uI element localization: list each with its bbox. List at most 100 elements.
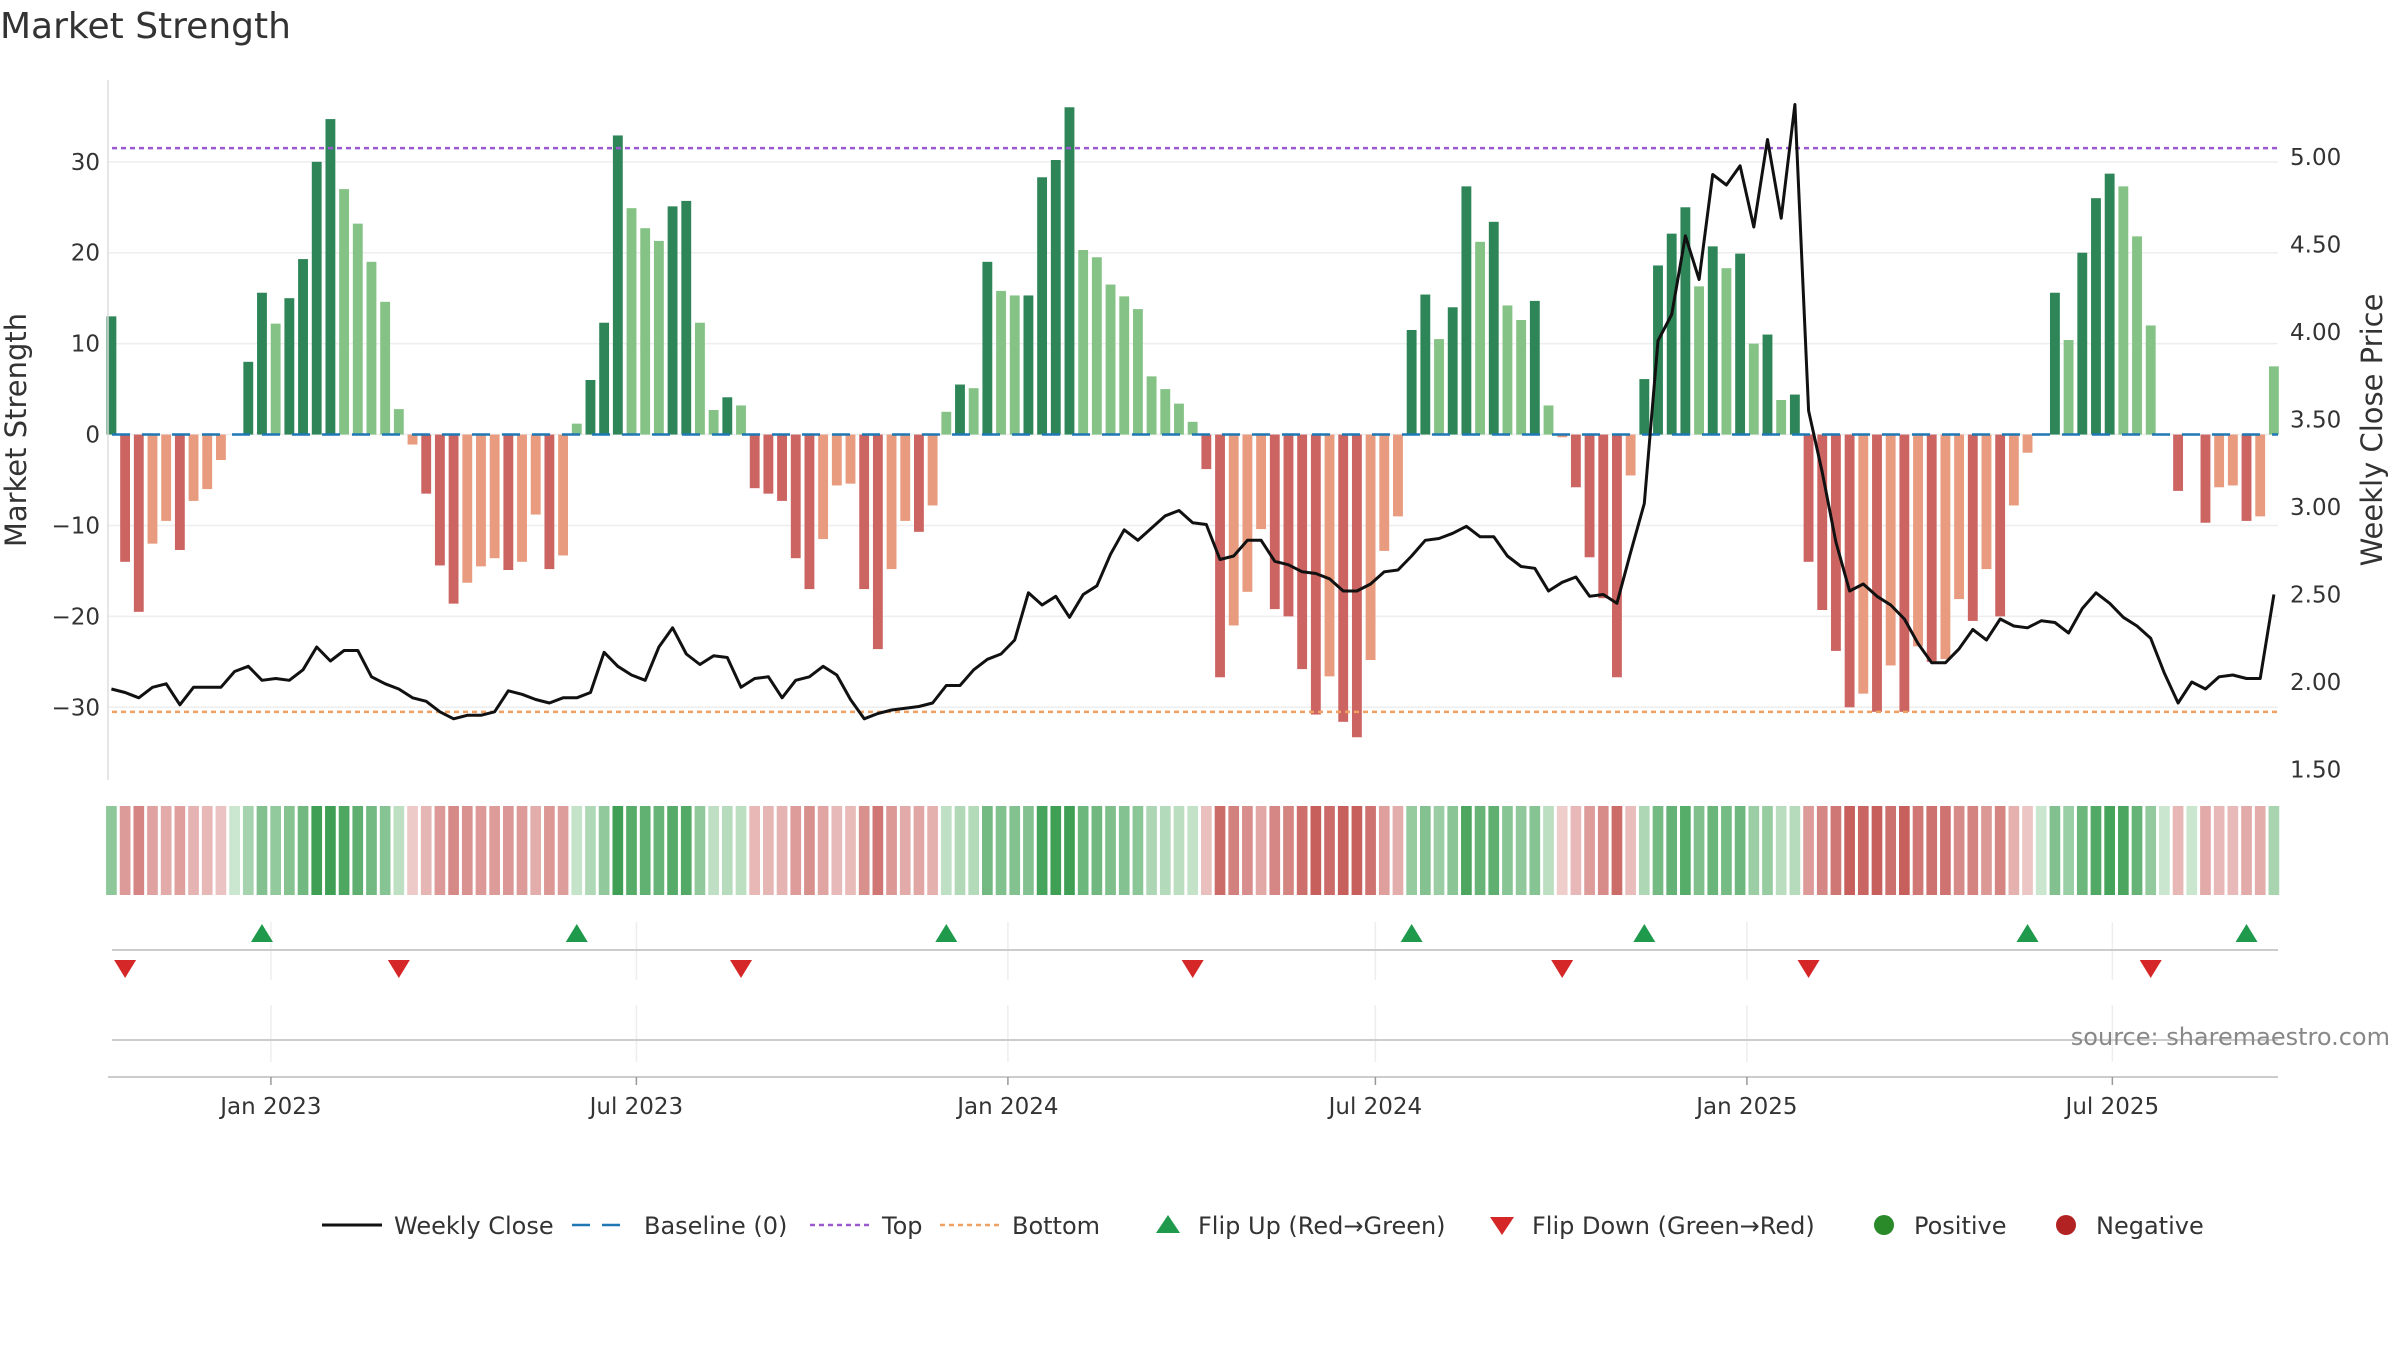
heat-cell [790, 806, 802, 895]
flip-down-marker [1181, 960, 1204, 978]
strength-bar [941, 411, 952, 435]
heat-cell [2008, 806, 2020, 895]
heat-cell [1228, 806, 1240, 895]
strength-bar [790, 434, 801, 559]
heat-cell [229, 806, 240, 895]
x-tick-label: Jul 2024 [1327, 1094, 1423, 1120]
strength-bar [1625, 434, 1636, 476]
heat-cell [680, 806, 692, 895]
strength-bar [1037, 177, 1048, 435]
heat-cell [1967, 806, 1979, 895]
strength-bar [708, 410, 719, 435]
legend-swatch [1490, 1217, 1514, 1235]
x-tick-label: Jan 2023 [218, 1094, 321, 1120]
strength-bar [1557, 434, 1568, 438]
y-tick-label: −10 [51, 513, 100, 539]
heat-cell [2049, 806, 2061, 895]
heat-cell [612, 806, 624, 895]
heat-cell [1214, 806, 1226, 895]
legend-label: Positive [1914, 1212, 2007, 1240]
heat-cell [2268, 806, 2280, 895]
strength-bar [1461, 186, 1472, 435]
strength-bar [804, 434, 815, 590]
heat-cell [1953, 806, 1965, 895]
heat-cell [284, 806, 295, 895]
strength-bar [914, 434, 924, 532]
legend-label: Negative [2096, 1212, 2204, 1240]
heat-cell [174, 806, 186, 895]
strength-bar [1475, 241, 1486, 435]
strength-bar [1338, 434, 1349, 722]
strength-bar [1899, 434, 1910, 712]
strength-bar [1105, 284, 1116, 435]
strength-bar [215, 434, 226, 460]
heat-cell [420, 806, 432, 895]
flip-markers [112, 922, 2278, 1062]
flip-down-marker [1551, 960, 1574, 978]
strength-bar [325, 119, 336, 435]
strength-bar [1584, 434, 1595, 558]
strength-bar [174, 434, 185, 550]
strength-bar [1762, 334, 1773, 435]
strength-bar [1529, 300, 1540, 435]
y2-tick-label: 3.50 [2290, 408, 2341, 434]
heat-cell [1324, 806, 1335, 895]
heat-cell [1830, 806, 1842, 895]
heat-cell [1625, 806, 1636, 895]
heat-cell [1597, 806, 1609, 895]
chart-title: Market Strength [0, 6, 291, 47]
strength-bar [1406, 330, 1417, 435]
heat-cell [2241, 806, 2252, 895]
heat-cell [2131, 806, 2143, 895]
source-credit: source: sharemaestro.com [2071, 1023, 2390, 1051]
strength-bar [1488, 221, 1499, 435]
legend-item: Flip Up (Red→Green) [1156, 1212, 1446, 1240]
heat-cell [461, 806, 473, 895]
x-tick-label: Jul 2023 [588, 1094, 684, 1120]
legend-item: Baseline (0) [572, 1212, 787, 1240]
heat-strip [106, 806, 2280, 895]
flip-up-marker [935, 924, 958, 942]
strength-bar [1393, 434, 1403, 517]
strength-bar [1351, 434, 1362, 738]
y-tick-label: 30 [71, 150, 100, 176]
strength-bar [434, 434, 445, 566]
heat-cell [1064, 806, 1075, 895]
strength-bar [722, 397, 733, 435]
strength-bar [1283, 434, 1294, 617]
strength-bar [872, 434, 883, 650]
strength-bar [2268, 366, 2279, 435]
heat-cell [776, 806, 788, 895]
strength-bar [1297, 434, 1308, 670]
strength-bar [1707, 246, 1718, 435]
strength-bar [2063, 340, 2074, 435]
strength-bar [2227, 434, 2238, 486]
strength-bar [1269, 434, 1280, 610]
y-tick-label: 0 [85, 423, 100, 449]
x-axis: Jan 2023 Jul 2023 Jan 2024 Jul 2024 Jan 2025… [108, 1076, 2278, 1120]
heat-cell [1981, 806, 1992, 895]
strength-bar [955, 384, 965, 435]
heat-cell [393, 806, 405, 895]
heat-cell [530, 806, 542, 895]
strength-bar [544, 434, 555, 570]
heat-cell [1365, 806, 1376, 895]
strength-bar [763, 434, 774, 494]
legend-swatch [1874, 1215, 1894, 1235]
y2-axis-title: Weekly Close Price [2355, 294, 2389, 567]
heat-cell [1885, 806, 1897, 895]
strength-bar [599, 322, 610, 435]
strength-bar [339, 189, 350, 435]
heat-cell [2159, 806, 2170, 895]
strength-bar [202, 434, 213, 490]
legend-label: Weekly Close [394, 1212, 554, 1240]
strength-bar [736, 405, 746, 435]
heat-cell [119, 806, 131, 895]
heat-cell [2227, 806, 2239, 895]
strength-bar [298, 259, 308, 435]
heat-cell [598, 806, 610, 895]
heat-cell [1488, 806, 1500, 895]
y-tick-label: −20 [51, 604, 100, 630]
heat-cell [448, 806, 459, 895]
